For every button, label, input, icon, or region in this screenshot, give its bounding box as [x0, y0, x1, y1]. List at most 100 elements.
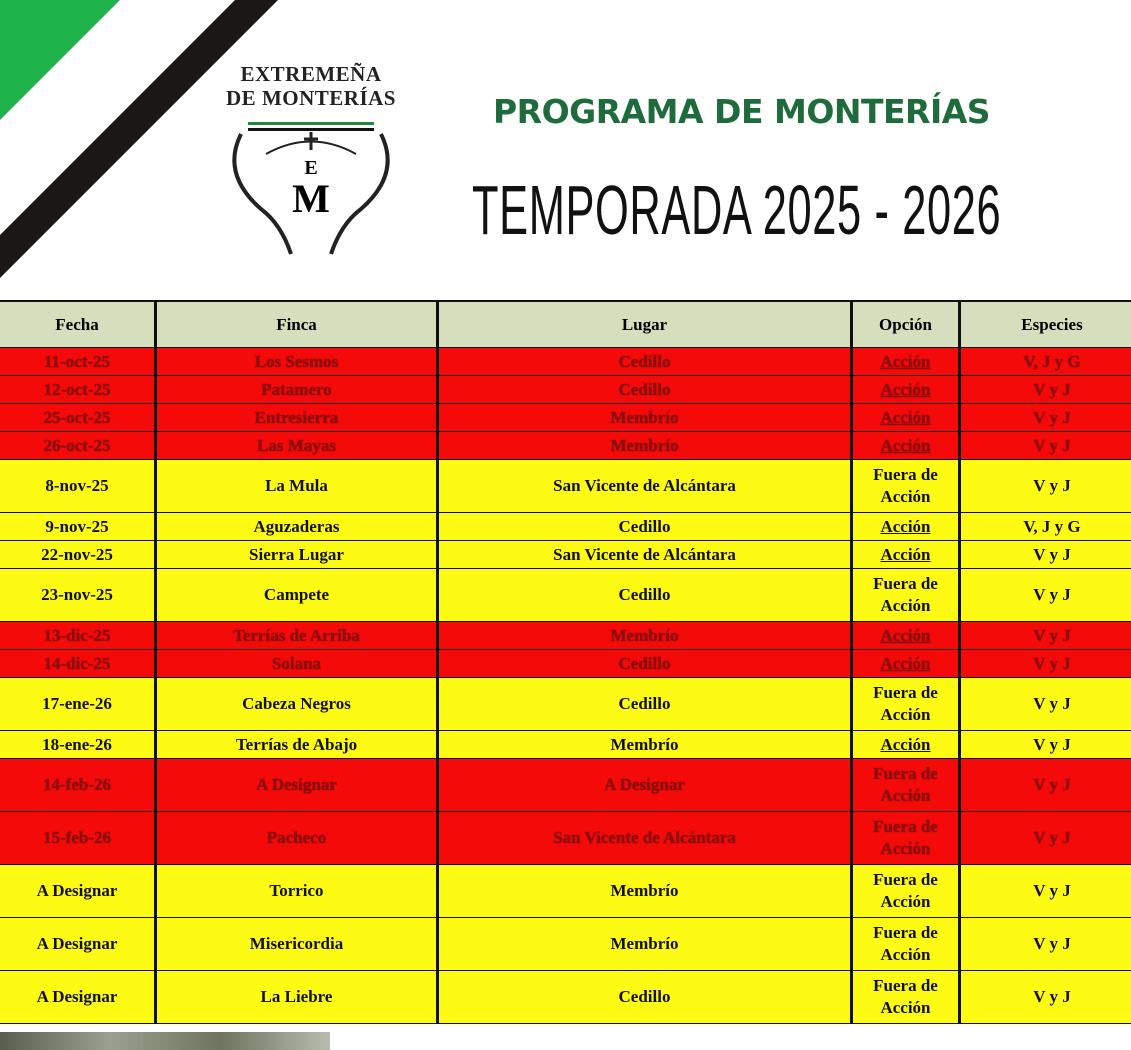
cell-finca: Misericordia	[157, 918, 436, 970]
deer-antlers-icon: E M	[232, 122, 390, 255]
col-fecha: Fecha	[0, 302, 154, 347]
cell-especies: V y J	[961, 759, 1131, 811]
cell-lugar: Cedillo	[439, 348, 850, 375]
cell-lugar: Membrío	[439, 404, 850, 431]
table-row: 12-oct-25 Patamero Cedillo Acción V y J	[0, 376, 1131, 403]
table-row: 23-nov-25 Campete Cedillo Fuera de Acción V …	[0, 569, 1131, 621]
cell-opcion: Acción	[853, 348, 958, 375]
table-row: 9-nov-25 Aguzaderas Cedillo Acción V, J y G	[0, 513, 1131, 540]
table-row: A Designar Misericordia Membrío Fuera de Ac…	[0, 918, 1131, 970]
cell-lugar: Cedillo	[439, 376, 850, 403]
cell-lugar: Membrío	[439, 731, 850, 758]
cell-lugar: Cedillo	[439, 569, 850, 621]
cell-especies: V y J	[961, 650, 1131, 677]
cell-fecha: 12-oct-25	[0, 376, 154, 403]
table-row: A Designar La Liebre Cedillo Fuera de Acció…	[0, 971, 1131, 1023]
cell-fecha: 23-nov-25	[0, 569, 154, 621]
cell-especies: V y J	[961, 432, 1131, 459]
cell-finca: Patamero	[157, 376, 436, 403]
cell-lugar: Cedillo	[439, 513, 850, 540]
cell-lugar: Cedillo	[439, 678, 850, 730]
bottom-photo	[0, 1032, 330, 1050]
season-title: TEMPORADA 2025 - 2026	[472, 171, 1002, 249]
cell-opcion: Acción	[853, 731, 958, 758]
club-logo: EXTREMEÑA DE MONTERÍAS E M	[200, 62, 422, 284]
cell-opcion: Fuera de Acción	[853, 569, 958, 621]
cell-especies: V y J	[961, 376, 1131, 403]
table-row: 13-dic-25 Terrías de Arriba Membrío Acción V…	[0, 622, 1131, 649]
cell-fecha: 11-oct-25	[0, 348, 154, 375]
cell-lugar: Membrío	[439, 432, 850, 459]
table-row: 26-oct-25 Las Mayas Membrío Acción V y J	[0, 432, 1131, 459]
cell-fecha: 18-ene-26	[0, 731, 154, 758]
cell-lugar: Membrío	[439, 622, 850, 649]
cell-opcion: Fuera de Acción	[853, 918, 958, 970]
cell-fecha: 15-feb-26	[0, 812, 154, 864]
cell-lugar: San Vicente de Alcántara	[439, 812, 850, 864]
cell-especies: V y J	[961, 865, 1131, 917]
cell-opcion: Acción	[853, 541, 958, 568]
cell-finca: Los Sesmos	[157, 348, 436, 375]
cell-lugar: Cedillo	[439, 650, 850, 677]
cell-finca: Aguzaderas	[157, 513, 436, 540]
cell-finca: Terrías de Arriba	[157, 622, 436, 649]
cell-especies: V y J	[961, 404, 1131, 431]
cell-finca: Sierra Lugar	[157, 541, 436, 568]
table-row: 8-nov-25 La Mula San Vicente de Alcántara F…	[0, 460, 1131, 512]
cell-especies: V y J	[961, 731, 1131, 758]
cell-lugar: Cedillo	[439, 971, 850, 1023]
cell-especies: V y J	[961, 678, 1131, 730]
cell-fecha: A Designar	[0, 865, 154, 917]
logo-line1: EXTREMEÑA	[240, 62, 382, 86]
table-header: Fecha Finca Lugar Opción Especies	[0, 302, 1131, 347]
table-row: 17-ene-26 Cabeza Negros Cedillo Fuera de Ac…	[0, 678, 1131, 730]
table-row: A Designar Torrico Membrío Fuera de Acción V…	[0, 865, 1131, 917]
table-row: 18-ene-26 Terrías de Abajo Membrío Acción V …	[0, 731, 1131, 758]
cell-opcion: Fuera de Acción	[853, 678, 958, 730]
cell-finca: Campete	[157, 569, 436, 621]
cell-especies: V y J	[961, 569, 1131, 621]
table-row: 14-dic-25 Solana Cedillo Acción V y J	[0, 650, 1131, 677]
cell-fecha: 9-nov-25	[0, 513, 154, 540]
schedule-table: Fecha Finca Lugar Opción Especies 11-oct…	[0, 300, 1131, 1024]
cell-especies: V y J	[961, 918, 1131, 970]
cell-fecha: 13-dic-25	[0, 622, 154, 649]
cell-finca: Las Mayas	[157, 432, 436, 459]
cell-especies: V y J	[961, 622, 1131, 649]
cell-opcion: Fuera de Acción	[853, 759, 958, 811]
cell-finca: Entresierra	[157, 404, 436, 431]
table-row: 14-feb-26 A Designar A Designar Fuera de Ac…	[0, 759, 1131, 811]
cell-fecha: 25-oct-25	[0, 404, 154, 431]
cell-finca: Torrico	[157, 865, 436, 917]
cell-lugar: San Vicente de Alcántara	[439, 460, 850, 512]
table-row: 22-nov-25 Sierra Lugar San Vicente de Alcá…	[0, 541, 1131, 568]
table-row: 11-oct-25 Los Sesmos Cedillo Acción V, J y G	[0, 348, 1131, 375]
cell-lugar: Membrío	[439, 865, 850, 917]
svg-text:E: E	[304, 157, 317, 179]
cell-lugar: Membrío	[439, 918, 850, 970]
cell-opcion: Acción	[853, 432, 958, 459]
cell-fecha: 14-feb-26	[0, 759, 154, 811]
cell-lugar: San Vicente de Alcántara	[439, 541, 850, 568]
cell-especies: V y J	[961, 541, 1131, 568]
cell-opcion: Acción	[853, 513, 958, 540]
col-finca: Finca	[157, 302, 436, 347]
cell-opcion: Fuera de Acción	[853, 865, 958, 917]
table-row: 15-feb-26 Pacheco San Vicente de Alcántara…	[0, 812, 1131, 864]
col-especies: Especies	[961, 302, 1131, 347]
cell-finca: Pacheco	[157, 812, 436, 864]
table-row: 25-oct-25 Entresierra Membrío Acción V y J	[0, 404, 1131, 431]
cell-finca: A Designar	[157, 759, 436, 811]
cell-especies: V y J	[961, 971, 1131, 1023]
logo-line2: DE MONTERÍAS	[226, 86, 396, 110]
cell-finca: Solana	[157, 650, 436, 677]
cell-lugar: A Designar	[439, 759, 850, 811]
cell-especies: V, J y G	[961, 513, 1131, 540]
cell-fecha: A Designar	[0, 971, 154, 1023]
cell-especies: V y J	[961, 460, 1131, 512]
cell-fecha: A Designar	[0, 918, 154, 970]
cell-especies: V, J y G	[961, 348, 1131, 375]
cell-opcion: Fuera de Acción	[853, 460, 958, 512]
col-lugar: Lugar	[439, 302, 850, 347]
cell-opcion: Acción	[853, 622, 958, 649]
